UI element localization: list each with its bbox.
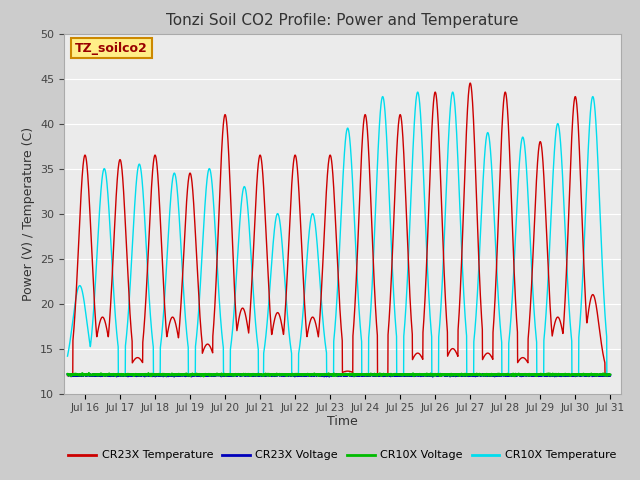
Title: Tonzi Soil CO2 Profile: Power and Temperature: Tonzi Soil CO2 Profile: Power and Temper… — [166, 13, 518, 28]
Y-axis label: Power (V) / Temperature (C): Power (V) / Temperature (C) — [22, 127, 35, 300]
Text: TZ_soilco2: TZ_soilco2 — [75, 42, 148, 55]
Legend: CR23X Temperature, CR23X Voltage, CR10X Voltage, CR10X Temperature: CR23X Temperature, CR23X Voltage, CR10X … — [64, 446, 621, 465]
X-axis label: Time: Time — [327, 415, 358, 428]
